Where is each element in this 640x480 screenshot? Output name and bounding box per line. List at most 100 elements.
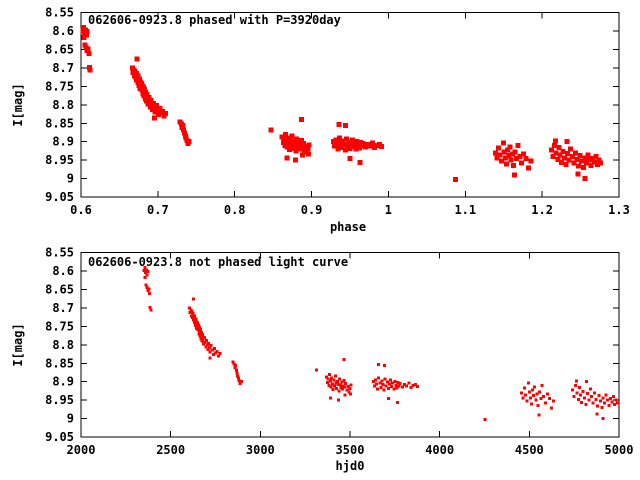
data-point xyxy=(519,391,523,395)
data-point xyxy=(325,380,329,384)
data-point xyxy=(348,386,352,390)
data-point xyxy=(591,401,595,405)
data-point xyxy=(376,362,380,366)
data-point xyxy=(385,380,389,384)
data-point xyxy=(294,136,300,142)
data-point xyxy=(86,51,92,57)
data-point xyxy=(407,381,411,385)
data-point xyxy=(163,111,169,117)
data-point xyxy=(314,368,318,372)
data-point xyxy=(585,392,589,395)
data-point xyxy=(343,385,347,389)
data-point xyxy=(396,400,400,404)
y-tick-label: 8.75 xyxy=(45,319,74,333)
data-point xyxy=(549,147,554,153)
data-point xyxy=(334,141,340,147)
data-point xyxy=(392,387,396,391)
data-point xyxy=(573,150,578,156)
data-point xyxy=(383,377,387,381)
data-point xyxy=(564,139,570,145)
data-point xyxy=(579,393,583,397)
data-point xyxy=(493,150,498,156)
data-point xyxy=(393,379,397,383)
data-point xyxy=(572,395,576,398)
data-point xyxy=(389,378,392,382)
data-point xyxy=(331,388,335,391)
data-point xyxy=(568,146,574,152)
data-point xyxy=(607,403,611,407)
data-point xyxy=(577,397,580,401)
y-tick-label: 8.6 xyxy=(52,264,74,278)
data-point xyxy=(494,155,500,161)
x-tick-label: 1.2 xyxy=(531,203,553,217)
data-point xyxy=(367,143,373,149)
data-point xyxy=(340,138,346,144)
data-point xyxy=(598,160,604,166)
data-point xyxy=(208,356,212,360)
data-point xyxy=(293,157,298,163)
data-point xyxy=(553,138,558,144)
y-tick-label: 8.9 xyxy=(52,135,74,149)
data-point xyxy=(340,380,344,384)
data-point xyxy=(336,135,342,141)
data-point xyxy=(231,360,235,364)
data-point xyxy=(202,336,206,339)
data-point xyxy=(524,393,528,397)
data-point xyxy=(234,364,238,367)
data-point xyxy=(594,162,600,168)
data-point xyxy=(149,308,153,312)
data-point xyxy=(394,383,398,387)
data-point xyxy=(148,292,151,296)
x-tick-label: 1 xyxy=(385,203,392,217)
data-point xyxy=(299,117,305,123)
data-point xyxy=(146,289,150,293)
data-point xyxy=(400,385,404,389)
data-point xyxy=(197,332,201,336)
data-point xyxy=(201,338,205,342)
data-point xyxy=(499,158,505,164)
data-point xyxy=(216,354,220,358)
data-point xyxy=(342,379,346,383)
data-point xyxy=(342,147,348,153)
data-point xyxy=(344,382,348,386)
scatter-points xyxy=(80,24,604,182)
data-point xyxy=(209,344,213,348)
data-point xyxy=(386,386,390,390)
data-point xyxy=(574,156,580,162)
data-point xyxy=(146,270,150,273)
data-point xyxy=(557,152,563,158)
x-tick-label: 0.7 xyxy=(147,203,169,217)
x-tick-label: 4000 xyxy=(425,443,454,457)
data-point xyxy=(215,350,219,353)
data-point xyxy=(336,121,342,127)
data-point xyxy=(360,141,366,147)
data-point xyxy=(508,157,514,163)
data-point xyxy=(147,287,151,291)
data-point xyxy=(333,137,339,143)
data-point xyxy=(337,398,340,402)
data-point xyxy=(145,273,149,277)
data-point xyxy=(583,160,589,166)
y-axis-label: I[mag] xyxy=(11,323,25,366)
data-point xyxy=(519,160,525,166)
data-point xyxy=(144,92,150,97)
plot-title: 062606-0923.8 phased with P=3920day xyxy=(88,13,341,27)
data-point xyxy=(157,106,163,111)
data-point xyxy=(348,392,352,396)
data-point xyxy=(569,154,575,159)
data-point xyxy=(581,389,585,393)
data-point xyxy=(533,385,537,389)
data-point xyxy=(587,157,593,163)
data-point xyxy=(355,142,361,148)
plot-frame xyxy=(80,12,620,198)
data-point xyxy=(347,145,353,151)
data-point xyxy=(196,323,200,327)
data-point xyxy=(160,109,165,114)
data-point xyxy=(81,24,87,30)
data-point xyxy=(341,387,344,391)
data-point xyxy=(398,382,402,386)
data-point xyxy=(294,142,300,148)
data-point xyxy=(593,391,597,395)
data-point xyxy=(207,341,211,345)
data-point xyxy=(142,86,147,92)
